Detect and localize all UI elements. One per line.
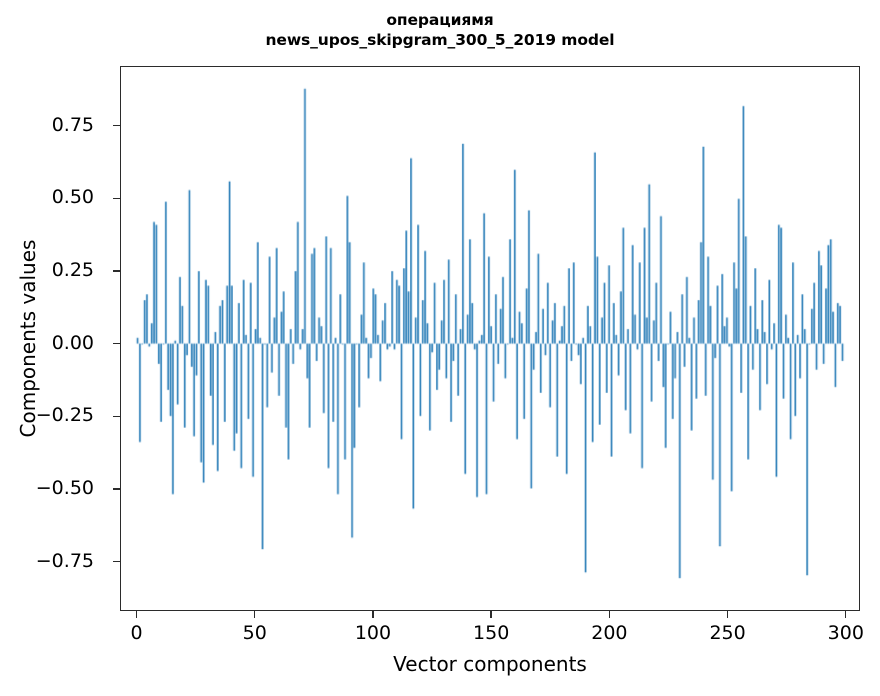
y-axis-label: Components values (16, 239, 40, 438)
y-tick-label: −0.25 (35, 404, 94, 427)
x-tick-label: 100 (354, 622, 392, 644)
y-tick-mark (113, 560, 120, 563)
x-tick-label: 300 (827, 622, 864, 644)
x-tick-mark (490, 611, 492, 618)
y-tick-label: −0.75 (35, 549, 94, 572)
x-tick-mark (254, 611, 256, 618)
x-tick-mark (726, 611, 729, 618)
x-tick-mark (845, 611, 847, 618)
chart-title: операциямя news_upos_skipgram_300_5_2019… (0, 10, 880, 50)
y-tick-label: 0.75 (51, 113, 94, 136)
x-tick-mark (372, 611, 374, 618)
x-tick-label: 250 (709, 622, 746, 644)
chart-title-line-1: операциямя (386, 11, 494, 29)
y-tick-mark (113, 197, 120, 199)
x-tick-mark (608, 611, 611, 618)
y-tick-label: −0.50 (35, 476, 94, 499)
y-tick-label: 0.50 (51, 186, 94, 209)
y-tick-mark (113, 270, 120, 272)
y-tick-label: 0.00 (51, 331, 94, 354)
x-tick-mark (135, 611, 138, 618)
x-tick-label: 200 (591, 622, 628, 644)
bar-series-canvas (121, 67, 859, 610)
x-tick-label: 150 (473, 622, 510, 644)
x-axis-label: Vector components (393, 652, 587, 676)
x-tick-label: 50 (242, 622, 267, 644)
chart-title-line-2: news_upos_skipgram_300_5_2019 model (265, 31, 615, 49)
y-tick-mark (113, 488, 120, 490)
x-tick-label: 0 (130, 622, 143, 644)
y-tick-mark (113, 415, 120, 417)
plot-area (120, 66, 860, 611)
y-tick-mark (113, 342, 120, 345)
y-tick-label: 0.25 (51, 258, 94, 281)
y-tick-mark (113, 124, 120, 127)
